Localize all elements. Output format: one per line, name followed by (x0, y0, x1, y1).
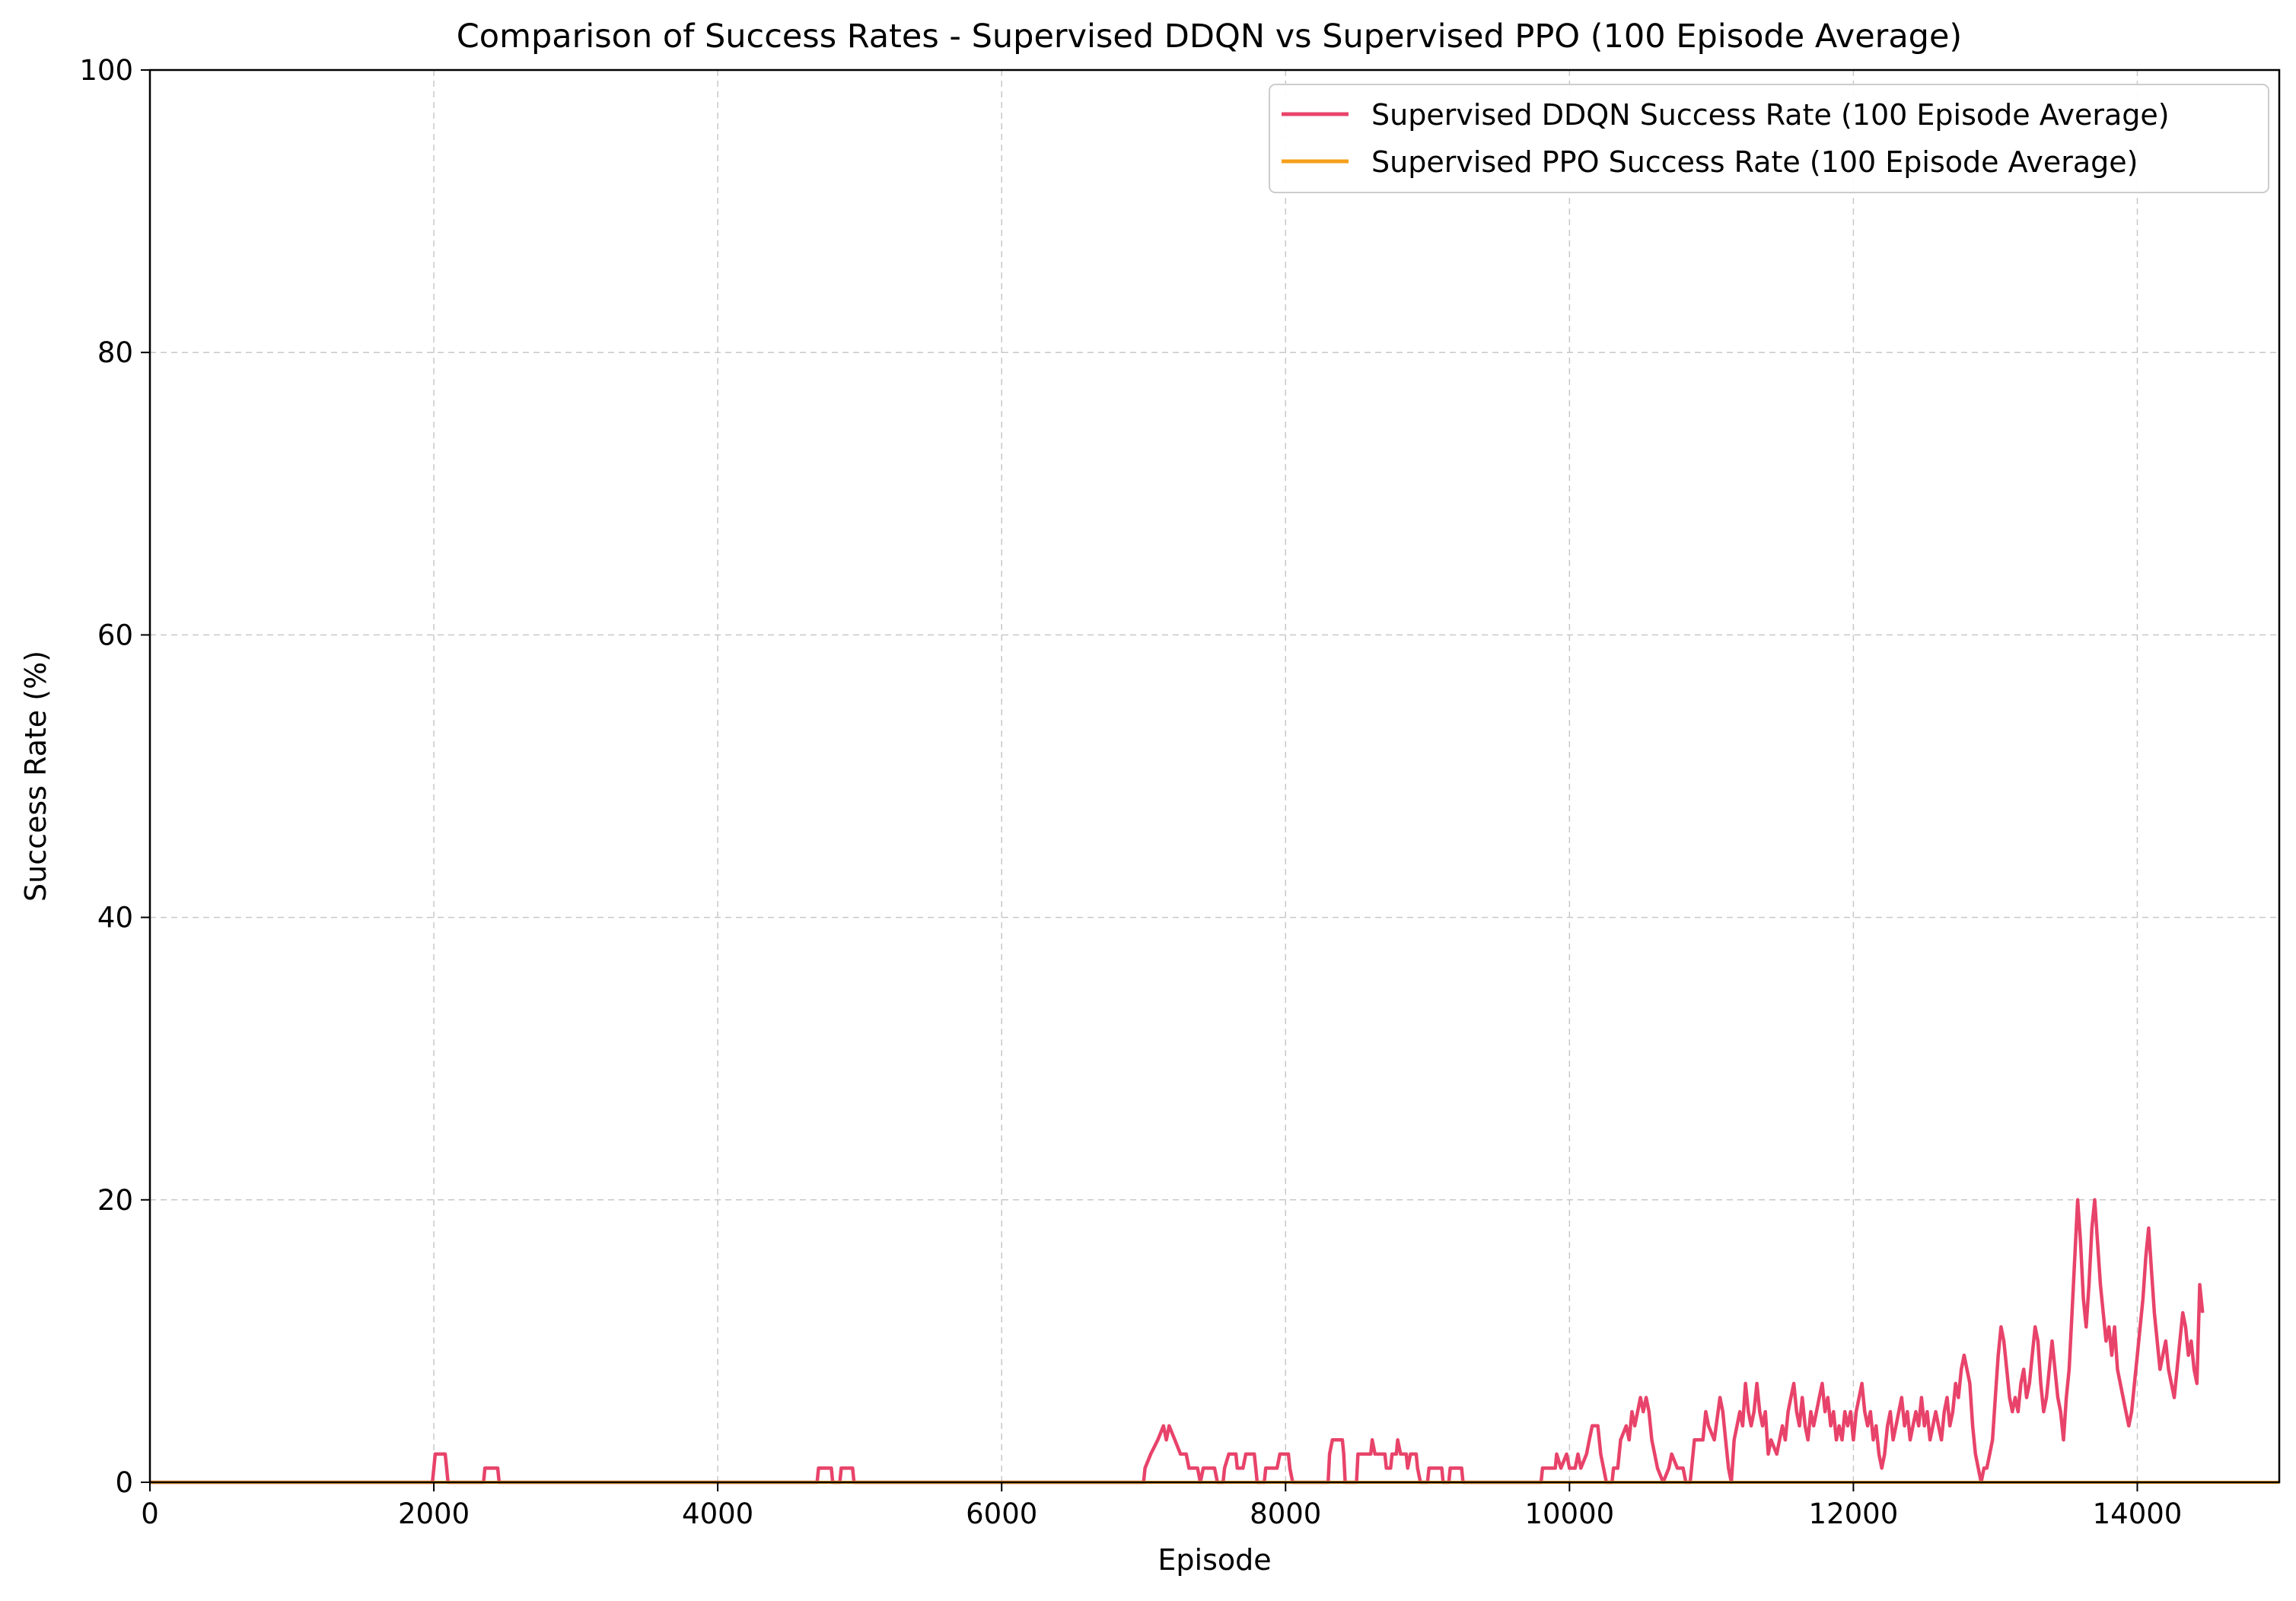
y-tick-label: 20 (97, 1184, 133, 1217)
legend: Supervised DDQN Success Rate (100 Episod… (1269, 84, 2269, 193)
y-tick-label: 40 (97, 902, 133, 934)
axes (141, 68, 2281, 1491)
x-tick-label: 14000 (2093, 1498, 2183, 1530)
y-tick-label: 100 (79, 54, 133, 87)
legend-label-ddqn: Supervised DDQN Success Rate (100 Episod… (1371, 98, 2170, 132)
y-tick-label: 0 (115, 1466, 133, 1499)
chart-title: Comparison of Success Rates - Supervised… (457, 18, 1962, 56)
y-tick-label: 80 (97, 336, 133, 369)
x-tick-label: 12000 (1809, 1498, 1899, 1530)
tick-labels: 0 2000 4000 6000 8000 10000 12000 14000 0 20 40 60 8… (79, 54, 2182, 1530)
x-tick-label: 2000 (398, 1498, 470, 1530)
series-line-ddqn (150, 1198, 2205, 1485)
x-tick-label: 8000 (1250, 1498, 1321, 1530)
x-tick-label: 4000 (682, 1498, 753, 1530)
x-tick-label: 10000 (1524, 1498, 1614, 1530)
x-tick-label: 0 (141, 1498, 159, 1530)
legend-box (1269, 84, 2269, 193)
y-axis-label: Success Rate (%) (19, 651, 53, 902)
plot-frame (148, 68, 2281, 1484)
x-axis-label: Episode (1158, 1543, 1271, 1577)
x-tick-label: 6000 (966, 1498, 1037, 1530)
y-tick-label: 60 (97, 619, 133, 651)
legend-label-ppo: Supervised PPO Success Rate (100 Episode… (1371, 145, 2138, 179)
